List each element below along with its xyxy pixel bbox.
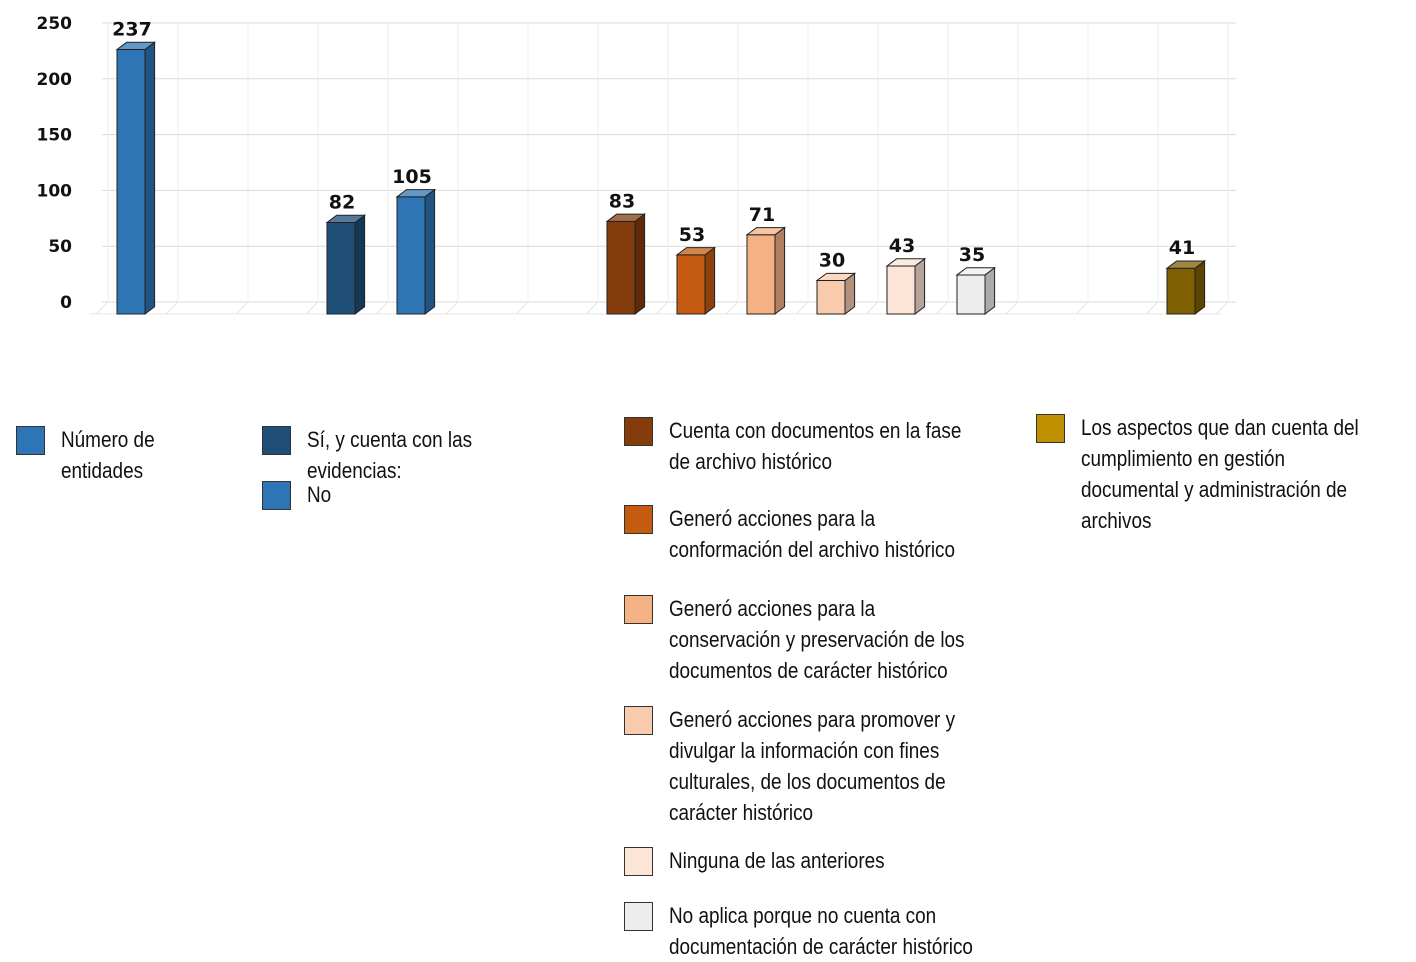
- bar-top: [115, 41, 157, 51]
- bar-top: [675, 247, 717, 256]
- legend-item-numero-entidades: Número de entidades: [16, 424, 246, 486]
- legend-item-conformacion: Generó acciones para la conformación del…: [624, 503, 1024, 565]
- bar-top: [1165, 260, 1207, 269]
- floor-line: [865, 301, 879, 315]
- y-tick-label: 150: [37, 126, 73, 146]
- floor-line: [795, 301, 809, 315]
- legend-swatch: [1036, 414, 1065, 443]
- bar-side: [354, 214, 366, 316]
- legend-swatch: [624, 505, 653, 534]
- floor-line: [585, 301, 599, 315]
- data-label: 105: [392, 166, 432, 188]
- bar-side: [914, 257, 926, 316]
- floor-line: [1215, 301, 1229, 315]
- data-label: 43: [889, 235, 915, 257]
- bar-front: [606, 220, 636, 315]
- data-label: 30: [819, 250, 845, 272]
- legend-swatch: [624, 902, 653, 931]
- y-tick-label: 250: [37, 14, 73, 34]
- floor-line: [235, 301, 249, 315]
- bar-side: [634, 213, 646, 316]
- bar-front: [1166, 267, 1196, 315]
- bar-top: [745, 227, 787, 236]
- legend-swatch: [624, 706, 653, 735]
- legend-swatch: [624, 417, 653, 446]
- floor-line: [95, 301, 109, 315]
- bar-front: [116, 49, 146, 315]
- bar-front: [746, 234, 776, 315]
- legend-label: Cuenta con documentos en la fase de arch…: [669, 418, 962, 474]
- data-label: 237: [112, 19, 152, 41]
- bar-front: [676, 254, 706, 315]
- legend-item-fase-archivo-historico: Cuenta con documentos en la fase de arch…: [624, 415, 1024, 477]
- floor-line: [1145, 301, 1159, 315]
- bar-chart: 0 50 100 150 200 250 237 82 105 83 53 71 30 43 35 41: [0, 0, 1416, 340]
- legend-item-no: No: [262, 479, 562, 510]
- bar-front: [886, 265, 916, 315]
- legend-swatch: [624, 595, 653, 624]
- y-tick-label: 100: [37, 181, 73, 201]
- data-label: 71: [749, 204, 775, 226]
- bar-front: [326, 221, 356, 315]
- bar-side: [984, 266, 996, 316]
- legend-item-promover-divulgar: Generó acciones para promover y divulgar…: [624, 704, 1024, 828]
- legend-label: No: [307, 482, 332, 507]
- data-label: 53: [679, 224, 705, 246]
- bar-front: [816, 280, 846, 315]
- legend-label: Generó acciones para la conformación del…: [669, 506, 956, 562]
- bar-side: [144, 41, 156, 316]
- bar-side: [1194, 260, 1206, 316]
- legend-swatch: [16, 426, 45, 455]
- bar-side: [774, 226, 786, 316]
- bar-top: [325, 214, 367, 223]
- legend-swatch: [262, 481, 291, 510]
- y-tick-label: 200: [37, 70, 73, 90]
- legend-swatch: [262, 426, 291, 455]
- floor-line: [935, 301, 949, 315]
- floor-line: [375, 301, 389, 315]
- legend-item-ninguna: Ninguna de las anteriores: [624, 845, 1024, 876]
- legend-label: Los aspectos que dan cuenta del cumplimi…: [1081, 415, 1359, 533]
- bar-top: [395, 189, 437, 198]
- floor-line: [1005, 301, 1019, 315]
- bar-side: [424, 188, 436, 316]
- legend-item-si-evidencias: Sí, y cuenta con las evidencias:: [262, 424, 602, 486]
- data-label: 82: [329, 191, 355, 213]
- floor-line: [1075, 301, 1089, 315]
- floor-line: [165, 301, 179, 315]
- floor-line: [445, 301, 459, 315]
- y-tick-label: 50: [48, 237, 72, 257]
- legend-label: No aplica porque no cuenta con documenta…: [669, 903, 973, 959]
- data-label: 35: [959, 244, 985, 266]
- bar-top: [605, 213, 647, 222]
- legend-label: Número de entidades: [61, 427, 155, 483]
- data-label: 41: [1169, 237, 1195, 259]
- legend-label: Ninguna de las anteriores: [669, 848, 885, 873]
- bar-front: [396, 196, 426, 315]
- legend-label: Generó acciones para la conservación y p…: [669, 596, 965, 683]
- bar-top: [955, 267, 997, 276]
- chart-canvas: 0 50 100 150 200 250 237 82 105 83 53 71 30 43 35 41: [37, 14, 1236, 316]
- bar-side: [704, 246, 716, 316]
- bar-top: [815, 272, 857, 282]
- legend-label: Generó acciones para promover y divulgar…: [669, 707, 956, 825]
- floor-line: [725, 301, 739, 315]
- legend-item-conservacion: Generó acciones para la conservación y p…: [624, 593, 1024, 686]
- floor-line: [515, 301, 529, 315]
- floor-line: [305, 301, 319, 315]
- data-label: 83: [609, 190, 635, 212]
- bar-front: [956, 274, 986, 315]
- legend-item-no-aplica: No aplica porque no cuenta con documenta…: [624, 900, 1024, 962]
- legend-label: Sí, y cuenta con las evidencias:: [307, 427, 473, 483]
- legend-item-aspectos-cumplimiento: Los aspectos que dan cuenta del cumplimi…: [1036, 412, 1414, 536]
- legend-swatch: [624, 847, 653, 876]
- bar-top: [885, 258, 927, 267]
- y-tick-label: 0: [60, 293, 72, 313]
- floor-line: [655, 301, 669, 315]
